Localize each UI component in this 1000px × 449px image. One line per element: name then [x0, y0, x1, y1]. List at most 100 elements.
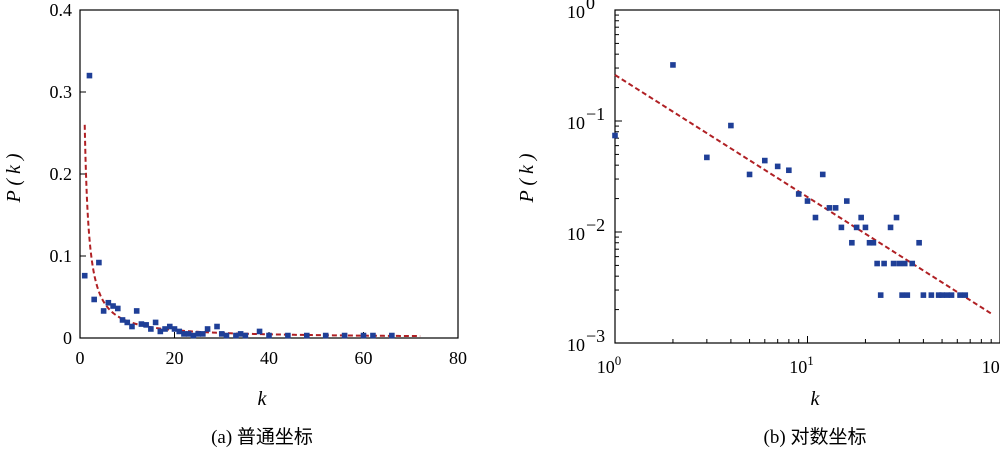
panel-a-frame — [79, 9, 459, 339]
panel-a-point — [129, 323, 135, 330]
tick-exponent: 0 — [586, 0, 595, 13]
panel-b-point — [877, 292, 884, 298]
panel-a-point — [86, 72, 93, 79]
tick-exponent: 1 — [807, 353, 814, 368]
tick-exponent: −3 — [586, 326, 605, 346]
panel-a-xtick-label: 80 — [449, 348, 467, 368]
panel-a-point — [322, 332, 329, 339]
panel-b-ytick-label: 10 — [567, 335, 585, 355]
panel-b-point — [909, 260, 916, 267]
panel-b-point — [890, 260, 897, 267]
panel-a-point — [223, 332, 230, 339]
panel-b-point — [916, 239, 922, 246]
tick-base: 10 — [789, 357, 807, 377]
panel-a-points — [81, 72, 395, 339]
panel-a-point — [176, 328, 183, 335]
panel-b-ylabel: P ( k ) — [516, 153, 538, 203]
panel-b-point — [819, 171, 826, 178]
panel-a-point — [171, 326, 178, 332]
panel-b-point — [704, 154, 710, 161]
panel-b-point — [944, 292, 950, 298]
panel-b-point — [838, 224, 845, 231]
panel-a-point — [119, 317, 126, 323]
panel-a-xtick-label: 0 — [76, 348, 85, 368]
panel-a-point — [105, 299, 112, 306]
tick-base: 10 — [567, 2, 585, 22]
panel-a-point — [214, 323, 220, 330]
panel-b-point — [870, 239, 877, 246]
panel-a-point — [148, 326, 154, 332]
panel-b-point — [901, 260, 908, 267]
panel-a-ticks: 0 20 40 60 80 0 0.1 0.2 0.3 0.4 — [50, 0, 468, 368]
panel-b-point — [862, 224, 869, 231]
panel-a-point — [242, 332, 249, 339]
panel-a-point — [304, 332, 310, 339]
panel-b-point — [670, 62, 676, 68]
panel-b-point — [896, 260, 903, 267]
panel-a-point — [195, 331, 201, 337]
panel-b-point — [728, 122, 734, 129]
panel-a-point — [115, 305, 121, 312]
panel-a-point — [162, 326, 168, 332]
panel-b-ytick-label: 10 — [567, 224, 585, 244]
panel-b-point — [920, 292, 927, 298]
panel-a-point — [341, 332, 348, 339]
panel-b-point — [804, 198, 811, 204]
panel-b-point — [746, 171, 753, 178]
tick-base: 10 — [567, 335, 585, 355]
panel-a-point — [81, 272, 88, 279]
panel-a-point — [256, 328, 263, 335]
panel-a-point — [360, 332, 367, 339]
panel-a-point — [133, 308, 140, 314]
panel-b-xtick-label: 102 — [982, 353, 1000, 377]
panel-a-point — [166, 323, 173, 330]
panel-b-point — [874, 260, 880, 267]
panel-a-point — [389, 332, 395, 339]
panel-b-point — [786, 167, 792, 174]
panel-b-point — [893, 214, 900, 221]
panel-a-point — [181, 331, 187, 337]
panel-a-point — [233, 332, 239, 339]
panel-a-xtick-label: 60 — [355, 348, 373, 368]
panel-b-point — [939, 292, 945, 298]
tick-base: 10 — [597, 357, 615, 377]
panel-b-point — [866, 239, 873, 246]
panel-b-ytick-label: 10 — [567, 113, 585, 133]
panel-b-point — [899, 292, 905, 298]
panel-b-point — [904, 292, 911, 298]
panel-a-point — [124, 319, 131, 326]
panel-b-point — [962, 292, 969, 298]
panel-b-point — [928, 292, 935, 298]
panel-b-point — [826, 205, 833, 211]
panel-b-point — [761, 157, 768, 164]
panel-a-point — [100, 308, 107, 314]
panel-b-point — [849, 239, 855, 246]
panel-b-point — [858, 214, 864, 221]
panel-b-ticks: 10010110210010−110−210−3 — [567, 0, 1000, 377]
panel-b-points — [612, 62, 969, 298]
panel-a-point — [152, 319, 159, 326]
tick-exponent: 0 — [615, 353, 622, 368]
tick-base: 10 — [567, 113, 585, 133]
panel-b-xtick-label: 100 — [597, 353, 622, 377]
panel-b-ytick-label: 10 — [567, 2, 585, 22]
panel-a-point — [143, 322, 149, 328]
panel-b-point — [935, 292, 942, 298]
panel-a-xtick-label: 40 — [260, 348, 278, 368]
tick-exponent: −2 — [586, 215, 605, 235]
panel-b-xlabel: k — [811, 388, 821, 410]
panel-a-xtick-label: 20 — [166, 348, 184, 368]
panel-b-point — [774, 163, 781, 170]
panel-a-point — [190, 332, 197, 339]
panel-a-point — [218, 331, 225, 337]
panel-a-ytick-label: 0.1 — [50, 246, 73, 266]
panel-b-point — [612, 132, 618, 139]
panel-b-point — [812, 214, 819, 221]
panel-b-point — [957, 292, 963, 298]
panel-a-point — [370, 332, 376, 339]
panel-a-point — [285, 332, 291, 339]
panel-a-point — [266, 332, 272, 339]
panel-a-point — [237, 331, 244, 337]
panel-b-point — [853, 224, 860, 231]
panel-a-point — [96, 259, 102, 266]
